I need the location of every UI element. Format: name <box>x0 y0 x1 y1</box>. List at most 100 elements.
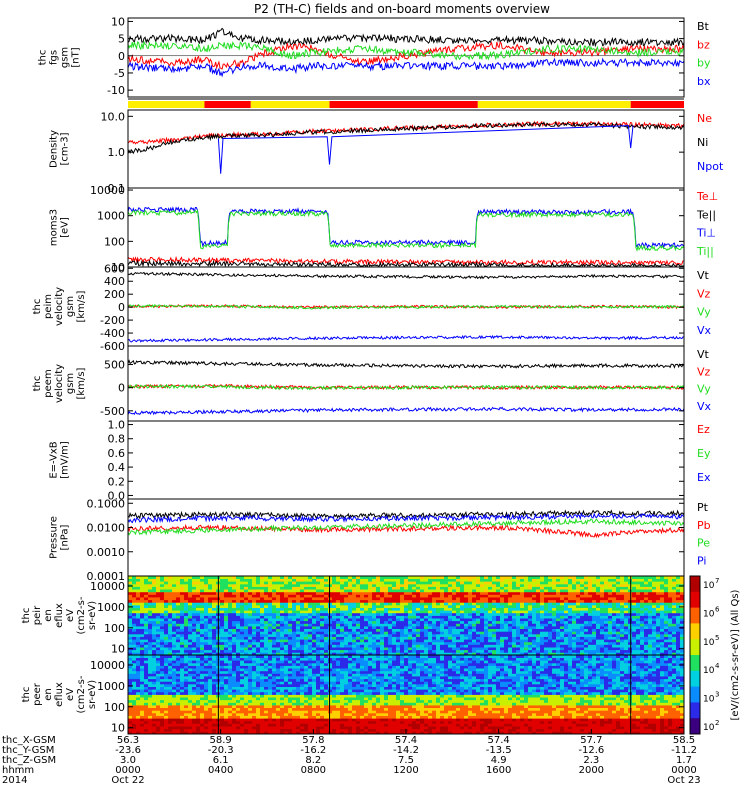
peer-cell <box>524 726 528 729</box>
peer-cell <box>548 724 552 727</box>
peir-cell <box>296 637 300 640</box>
peem_velocity-legend-vx: Vx <box>697 400 712 413</box>
peir-cell <box>232 623 236 626</box>
peir-cell <box>168 621 172 624</box>
peir-cell <box>656 631 660 634</box>
peir-cell <box>164 647 168 650</box>
peer-cell <box>644 729 648 732</box>
peir-cell <box>228 631 232 634</box>
temperature-legend-ti: Ti⊥ <box>696 227 716 240</box>
peir-cell <box>264 587 268 590</box>
peir-cell <box>528 594 532 597</box>
peir-cell <box>372 647 376 650</box>
peir-cell <box>516 621 520 624</box>
peir-cell <box>552 621 556 624</box>
peir-cell <box>292 594 296 597</box>
peir-cell <box>180 579 184 582</box>
peir-cell <box>352 616 356 619</box>
peir-cell <box>136 618 140 621</box>
peir-cell <box>508 610 512 613</box>
peir-cell <box>168 645 172 648</box>
peir-cell <box>452 621 456 624</box>
peer-cell <box>588 724 592 727</box>
peir-cell <box>384 645 388 648</box>
peir-cell <box>648 605 652 608</box>
peir-cell <box>332 589 336 592</box>
peir-cell <box>660 623 664 626</box>
peir-cell <box>556 623 560 626</box>
peir-cell <box>256 613 260 616</box>
peir-cell <box>280 618 284 621</box>
peir-cell <box>228 616 232 619</box>
peer-cell <box>228 721 232 724</box>
peir-cell <box>652 650 656 653</box>
peir-cell <box>648 637 652 640</box>
peer-cell <box>460 724 464 727</box>
peir-cell <box>504 616 508 619</box>
peir-cell <box>572 629 576 632</box>
peir-cell <box>620 645 624 648</box>
peir-cell <box>464 650 468 653</box>
peir-cell <box>192 642 196 645</box>
peir-cell <box>548 645 552 648</box>
peer-cell <box>220 724 224 727</box>
peir-cell <box>328 626 332 629</box>
peir-cell <box>264 581 268 584</box>
peir-cell <box>184 600 188 603</box>
peir-cell <box>652 621 656 624</box>
peir-cell <box>328 647 332 650</box>
peir-cell <box>288 616 292 619</box>
peir-cell <box>476 587 480 590</box>
peir-cell <box>576 634 580 637</box>
peir-cell <box>368 605 372 608</box>
peir-cell <box>600 618 604 621</box>
peir-cell <box>200 629 204 632</box>
peir-cell <box>560 602 564 605</box>
peir-cell <box>528 621 532 624</box>
peir-cell <box>612 579 616 582</box>
peer-cell <box>140 721 144 724</box>
peir-cell <box>528 631 532 634</box>
peir-cell <box>460 647 464 650</box>
peir-cell <box>372 634 376 637</box>
peer-cell <box>516 726 520 729</box>
peir-cell <box>636 629 640 632</box>
peir-cell <box>292 634 296 637</box>
peir-cell <box>308 594 312 597</box>
peir-cell <box>540 587 544 590</box>
peir-cell <box>440 623 444 626</box>
peer-cell <box>308 726 312 729</box>
peir-cell <box>296 584 300 587</box>
peir-cell <box>140 592 144 595</box>
peir-cell <box>188 594 192 597</box>
peir-cell <box>408 602 412 605</box>
peir-cell <box>356 589 360 592</box>
peir-cell <box>264 592 268 595</box>
peir-cell <box>328 637 332 640</box>
peir-cell <box>604 589 608 592</box>
peir-cell <box>220 600 224 603</box>
peer-cell <box>512 724 516 727</box>
peir-cell <box>384 608 388 611</box>
peir-cell <box>324 589 328 592</box>
peer-cell <box>156 721 160 724</box>
peir-cell <box>464 605 468 608</box>
peir-cell <box>468 629 472 632</box>
peir-cell <box>624 613 628 616</box>
peir-cell <box>484 645 488 648</box>
peir-cell <box>536 579 540 582</box>
peir-cell <box>424 645 428 648</box>
peir-cell <box>548 592 552 595</box>
peir-cell <box>556 647 560 650</box>
peir-cell <box>524 621 528 624</box>
peim_velocity-series-Vt <box>128 273 684 279</box>
peir-cell <box>608 581 612 584</box>
peir-cell <box>668 645 672 648</box>
peer-cell <box>508 724 512 727</box>
peir-cell <box>160 584 164 587</box>
peir-cell <box>392 600 396 603</box>
peir-cell <box>360 589 364 592</box>
peir-cell <box>560 597 564 600</box>
peir-cell <box>288 597 292 600</box>
peir-cell <box>536 597 540 600</box>
